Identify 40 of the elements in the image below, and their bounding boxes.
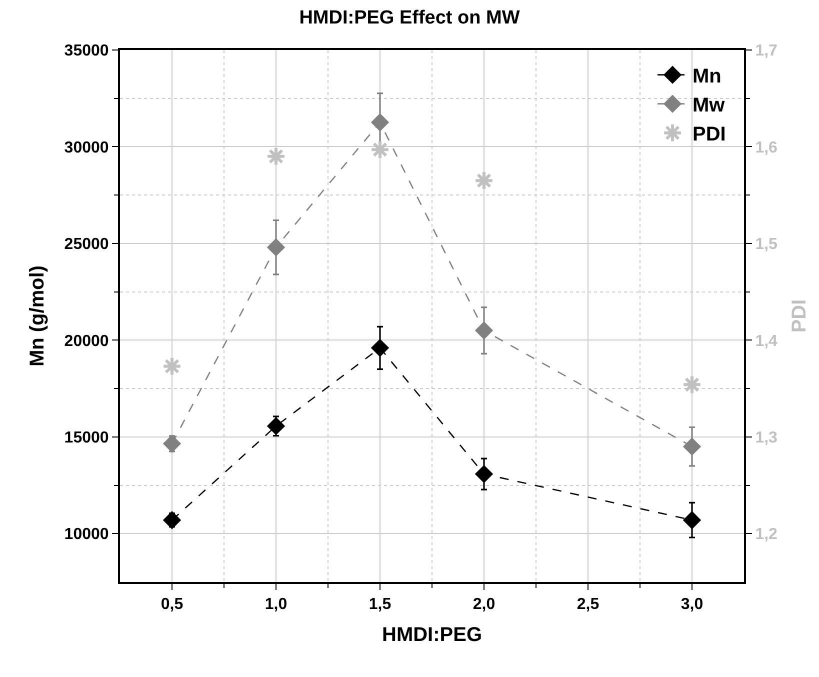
point — [370, 140, 390, 160]
y2-tick-label: 1,3 — [755, 430, 778, 447]
x-tick-label: 3,0 — [680, 596, 704, 614]
x-tick-label: 1,0 — [264, 596, 288, 614]
point — [474, 321, 494, 340]
point — [266, 146, 286, 166]
point — [162, 356, 182, 376]
point — [370, 338, 390, 358]
point — [266, 238, 286, 256]
y-tick-label: 25000 — [64, 236, 109, 254]
point — [474, 170, 494, 190]
y-tick-label: 10000 — [64, 526, 109, 544]
x-tick-label: 0,5 — [160, 596, 184, 614]
x-tick-label: 2,0 — [472, 596, 496, 614]
y-axis-title: Mn (g/mol) — [26, 265, 48, 367]
y2-tick-label: 1,2 — [755, 526, 778, 544]
x-tick-label: 1,5 — [368, 596, 392, 614]
y-tick-label: 30000 — [64, 139, 109, 156]
point — [682, 437, 702, 456]
y2-tick-label: 1,4 — [755, 332, 778, 350]
point — [370, 113, 390, 132]
y-tick-label: 20000 — [64, 332, 109, 350]
y2-tick-label: 1,7 — [755, 42, 778, 60]
point — [162, 510, 182, 530]
point — [682, 510, 702, 530]
point — [162, 434, 182, 453]
y-tick-label: 15000 — [64, 430, 109, 447]
point — [682, 374, 702, 395]
y-tick-label: 35000 — [64, 42, 109, 60]
legend-label: PDI — [692, 124, 726, 146]
point — [266, 416, 286, 436]
chart-title: HMDI:PEG Effect on MW — [299, 7, 520, 28]
legend-label: Mn — [692, 66, 722, 88]
point — [474, 464, 494, 484]
x-tick-label: 2,5 — [576, 596, 600, 614]
y2-axis-title: PDI — [788, 299, 811, 333]
legend-label: Mw — [692, 94, 726, 117]
y2-tick-label: 1,5 — [755, 236, 778, 254]
x-axis-title: HMDI:PEG — [382, 624, 482, 646]
y2-tick-label: 1,6 — [755, 139, 778, 156]
